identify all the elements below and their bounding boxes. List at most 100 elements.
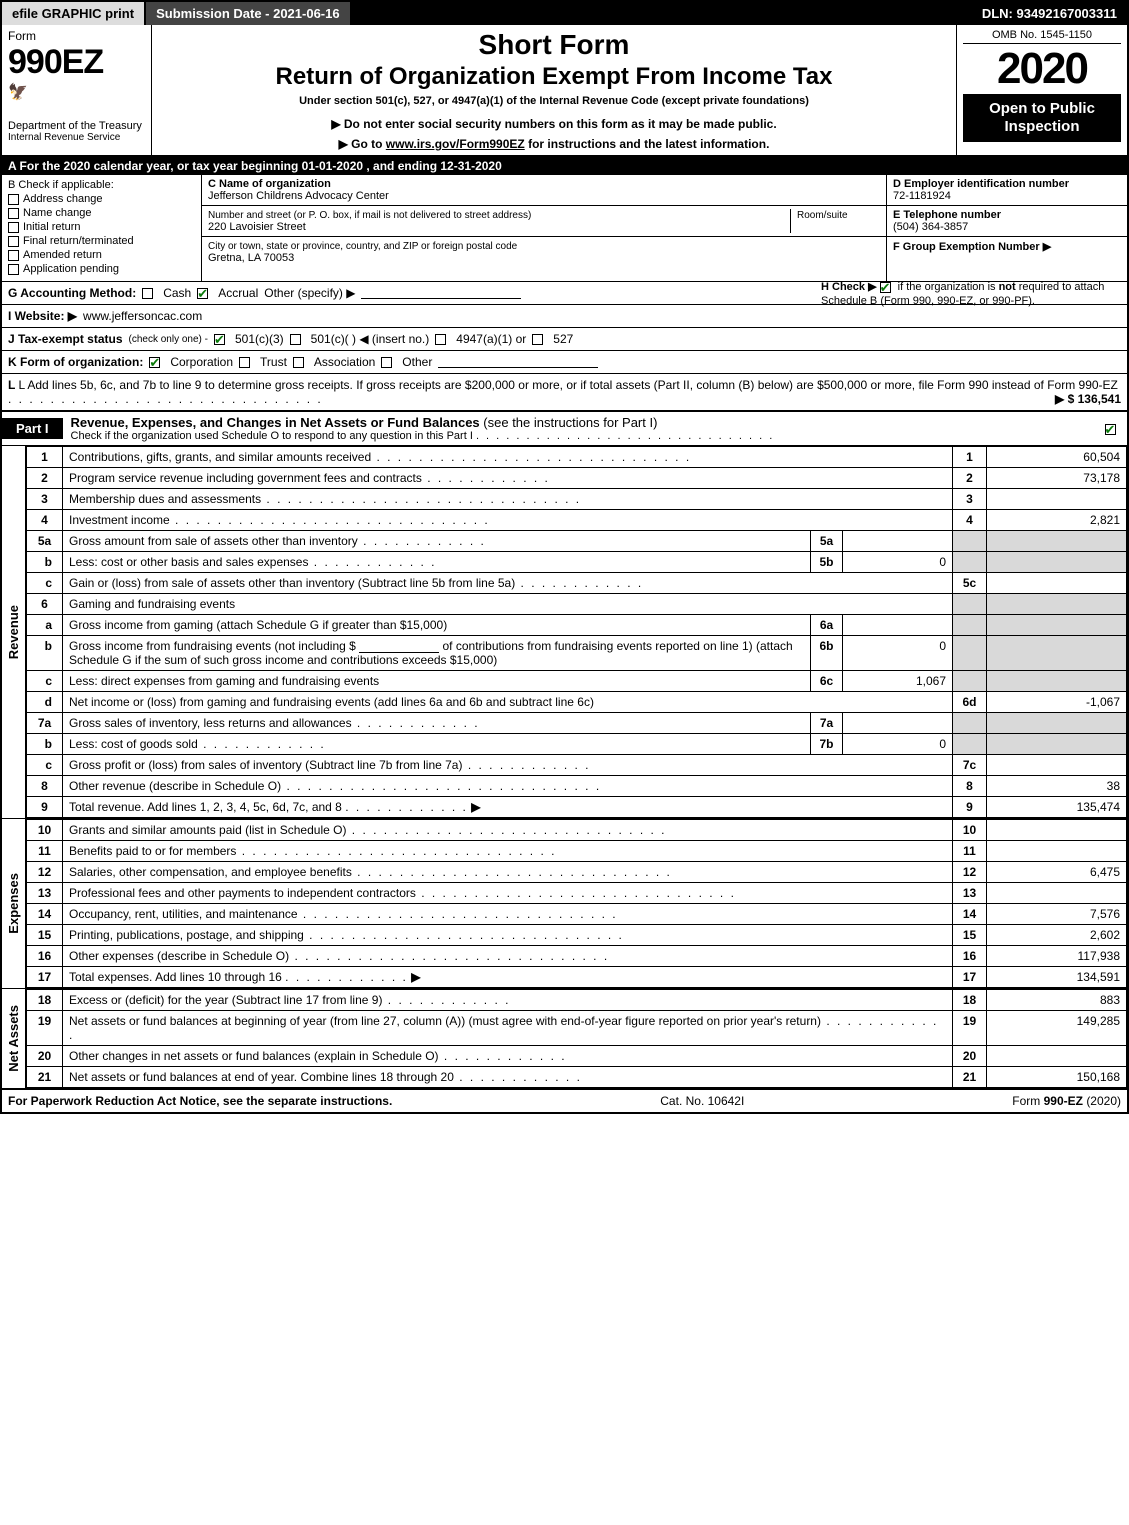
l10-no: 10 [27, 820, 63, 841]
form-header: Form 990EZ 🦅 Department of the Treasury … [2, 25, 1127, 157]
org-name: Jefferson Childrens Advocacy Center [208, 190, 389, 202]
cb-name-change-label: Name change [23, 207, 92, 219]
website-value: www.jeffersoncac.com [83, 309, 202, 323]
cb-4947[interactable] [435, 334, 446, 345]
right-header: OMB No. 1545-1150 2020 Open to Public In… [957, 25, 1127, 155]
part1-subline: Check if the organization used Schedule … [71, 430, 1089, 442]
expenses-side-label: Expenses [4, 871, 23, 936]
l6b-blank[interactable] [359, 641, 439, 653]
goto-line: ▶ Go to www.irs.gov/Form990EZ for instru… [158, 137, 950, 151]
cash-label: Cash [163, 286, 191, 300]
opt-trust: Trust [260, 355, 287, 369]
return-title: Return of Organization Exempt From Incom… [158, 63, 950, 91]
l5b-no: b [27, 552, 63, 573]
cb-527[interactable] [532, 334, 543, 345]
treasury-dept: Department of the Treasury [8, 120, 145, 132]
l5a-midval [843, 531, 953, 552]
l6-no: 6 [27, 594, 63, 615]
cb-application-pending-label: Application pending [23, 263, 119, 275]
dln-label: DLN: 93492167003311 [972, 2, 1127, 25]
cb-cash[interactable] [142, 288, 153, 299]
l4-no: 4 [27, 510, 63, 531]
submission-date-button[interactable]: Submission Date - 2021-06-16 [146, 2, 352, 25]
part1-subline-text: Check if the organization used Schedule … [71, 430, 473, 442]
footer-right-prefix: Form [1012, 1094, 1043, 1108]
l5c-no: c [27, 573, 63, 594]
ein-label: D Employer identification number [893, 178, 1069, 190]
l6c-desc: Less: direct expenses from gaming and fu… [69, 674, 379, 688]
open-to-public: Open to Public Inspection [963, 94, 1121, 142]
l6-desc: Gaming and fundraising events [63, 594, 953, 615]
cb-other-org[interactable] [381, 357, 392, 368]
l7a-no: 7a [27, 713, 63, 734]
cb-corporation[interactable] [149, 357, 160, 368]
l6a-midval [843, 615, 953, 636]
l4-rtno: 4 [953, 510, 987, 531]
l7a-midno: 7a [811, 713, 843, 734]
section-a-bar: A For the 2020 calendar year, or tax yea… [2, 157, 1127, 175]
group-exemption-label: F Group Exemption Number ▶ [893, 241, 1051, 253]
l17-no: 17 [27, 967, 63, 988]
goto-link[interactable]: www.irs.gov/Form990EZ [386, 137, 525, 151]
revenue-table: 1 Contributions, gifts, grants, and simi… [26, 446, 1127, 818]
row-k: K Form of organization: Corporation Trus… [2, 351, 1127, 374]
cb-initial-return-label: Initial return [23, 221, 80, 233]
cb-schedule-o[interactable] [1105, 424, 1116, 435]
l19-desc: Net assets or fund balances at beginning… [69, 1014, 821, 1028]
cb-trust[interactable] [239, 357, 250, 368]
cb-address-change-label: Address change [23, 193, 103, 205]
cb-final-return[interactable] [8, 236, 19, 247]
l15-no: 15 [27, 925, 63, 946]
l7b-midno: 7b [811, 734, 843, 755]
l6a-desc: Gross income from gaming (attach Schedul… [69, 618, 447, 632]
cb-amended-return[interactable] [8, 250, 19, 261]
l17-rtno: 17 [953, 967, 987, 988]
form-word: Form [8, 29, 145, 43]
l7a-desc: Gross sales of inventory, less returns a… [69, 716, 352, 730]
ein-value: 72-1181924 [893, 190, 951, 202]
row-h: H Check ▶ if the organization is not req… [821, 280, 1121, 309]
l8-desc: Other revenue (describe in Schedule O) [69, 779, 281, 793]
l19-no: 19 [27, 1011, 63, 1046]
cb-association[interactable] [293, 357, 304, 368]
cb-h[interactable] [880, 282, 891, 293]
l5a-rtgrey [953, 531, 987, 552]
cb-amended-return-label: Amended return [23, 249, 102, 261]
accrual-label: Accrual [218, 286, 258, 300]
cb-address-change[interactable] [8, 194, 19, 205]
l13-rtno: 13 [953, 883, 987, 904]
cb-initial-return[interactable] [8, 222, 19, 233]
other-org-blank[interactable] [438, 356, 598, 368]
l7c-rtno: 7c [953, 755, 987, 776]
l5a-no: 5a [27, 531, 63, 552]
cb-501c[interactable] [290, 334, 301, 345]
l5a-midno: 5a [811, 531, 843, 552]
other-blank[interactable] [361, 287, 521, 299]
l7a-midval [843, 713, 953, 734]
cb-accrual[interactable] [197, 288, 208, 299]
l14-val: 7,576 [987, 904, 1127, 925]
l5c-desc: Gain or (loss) from sale of assets other… [69, 576, 515, 590]
l16-no: 16 [27, 946, 63, 967]
l8-no: 8 [27, 776, 63, 797]
l3-desc: Membership dues and assessments [69, 492, 261, 506]
footer: For Paperwork Reduction Act Notice, see … [2, 1088, 1127, 1112]
cb-501c3[interactable] [214, 334, 225, 345]
l17-desc-bold: Total expenses. [69, 970, 155, 984]
l-dots [8, 392, 323, 406]
l10-rtno: 10 [953, 820, 987, 841]
efile-print-button[interactable]: efile GRAPHIC print [2, 2, 146, 25]
l-text: L Add lines 5b, 6c, and 7b to line 9 to … [18, 378, 1117, 392]
row-j: J Tax-exempt status (check only one) - 5… [2, 328, 1127, 351]
section-b-label: B Check if applicable: [8, 179, 195, 191]
l1-desc: Contributions, gifts, grants, and simila… [69, 450, 371, 464]
cb-name-change[interactable] [8, 208, 19, 219]
l12-rtno: 12 [953, 862, 987, 883]
l5b-midno: 5b [811, 552, 843, 573]
l19-val: 149,285 [987, 1011, 1127, 1046]
l12-val: 6,475 [987, 862, 1127, 883]
l9-desc-bold: Total revenue. [69, 800, 147, 814]
l2-rtno: 2 [953, 468, 987, 489]
tax-year: 2020 [963, 44, 1121, 94]
cb-application-pending[interactable] [8, 264, 19, 275]
